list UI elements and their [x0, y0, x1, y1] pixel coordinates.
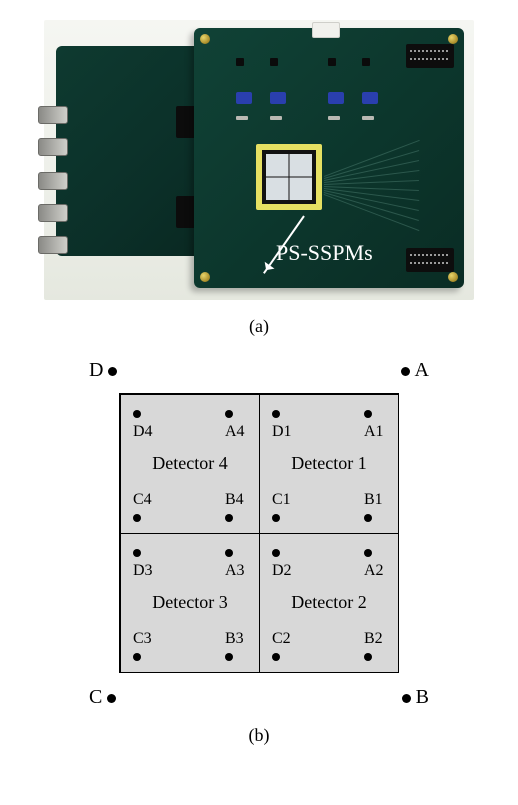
bnc-connector [38, 138, 68, 156]
dot-icon [107, 694, 116, 703]
detector-cell: D4 A4 C4 B4 Detector 4 [120, 394, 260, 534]
smd-resistor [362, 116, 374, 120]
sensor-well [256, 144, 322, 210]
bnc-connector [38, 236, 68, 254]
mounting-screw [448, 34, 458, 44]
dot-icon [108, 367, 117, 376]
smd-resistor [328, 116, 340, 120]
cell-corner-label: D3 [133, 544, 153, 580]
detector-cell: D2 A2 C2 B2 Detector 2 [259, 533, 399, 673]
detector-grid: D4 A4 C4 B4 Detector 4 D1 A1 C1 B1 Detector 1 D3 A3… [119, 393, 399, 673]
potentiometer [270, 92, 286, 104]
dot-icon [401, 367, 410, 376]
cell-corner-label: C2 [272, 630, 291, 666]
dot-icon [402, 694, 411, 703]
detector-title: Detector 1 [260, 453, 398, 474]
capacitor [270, 58, 278, 66]
bnc-connector [38, 172, 68, 190]
pcb-trace [324, 150, 419, 179]
mounting-screw [200, 272, 210, 282]
cell-corner-label: A3 [225, 544, 245, 580]
cell-corner-label: D2 [272, 544, 292, 580]
capacitor [236, 58, 244, 66]
detector-diagram: D A C B D4 A4 C4 B4 Detector 4 D1 A1 C1 B1 Detect… [69, 359, 449, 746]
cell-corner-label: A4 [225, 405, 245, 441]
bnc-connector [38, 204, 68, 222]
pin-header [406, 44, 454, 68]
detector-cell: D3 A3 C3 B3 Detector 3 [120, 533, 260, 673]
cell-corner-label: B1 [364, 491, 383, 527]
bnc-connector [38, 106, 68, 124]
cell-corner-label: A2 [364, 544, 384, 580]
cell-corner-label: C4 [133, 491, 152, 527]
smd-resistor [270, 116, 282, 120]
pcb-photo: PS-SSPMs [44, 20, 474, 300]
cell-corner-label: D4 [133, 405, 153, 441]
corner-label-d: D [89, 359, 117, 382]
capacitor [362, 58, 370, 66]
potentiometer [362, 92, 378, 104]
caption-a: (a) [0, 316, 518, 337]
figure-page: PS-SSPMs (a) D A C B D4A4C4B4Detector 4D… [0, 0, 518, 798]
detector-title: Detector 3 [121, 592, 259, 613]
corner-label-b: B [402, 686, 429, 709]
annotation-label: PS-SSPMs [276, 240, 373, 266]
ps-sspm-sensor [262, 150, 316, 204]
corner-label-a: A [401, 359, 429, 382]
cell-corner-label: B4 [225, 491, 244, 527]
cell-corner-label: C1 [272, 491, 291, 527]
corner-label-c: C [89, 686, 116, 709]
cell-corner-label: B3 [225, 630, 244, 666]
pin-header [406, 248, 454, 272]
cell-corner-label: A1 [364, 405, 384, 441]
detector-title: Detector 2 [260, 592, 398, 613]
capacitor [328, 58, 336, 66]
potentiometer [328, 92, 344, 104]
mounting-screw [448, 272, 458, 282]
cell-corner-label: D1 [272, 405, 292, 441]
smd-resistor [236, 116, 248, 120]
connector-top [312, 22, 340, 38]
detector-cell: D1 A1 C1 B1 Detector 1 [259, 394, 399, 534]
potentiometer [236, 92, 252, 104]
cell-corner-label: C3 [133, 630, 152, 666]
cell-corner-label: B2 [364, 630, 383, 666]
mounting-screw [200, 34, 210, 44]
detector-title: Detector 4 [121, 453, 259, 474]
